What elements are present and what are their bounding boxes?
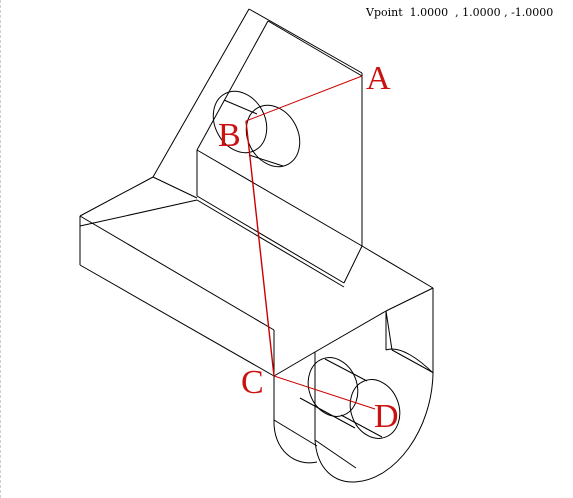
segment-c-d [273, 375, 376, 410]
point-label-b: B [218, 117, 241, 154]
point-label-c: C [241, 364, 264, 401]
part-wireframe [79, 8, 434, 483]
point-labels: A B C D [218, 60, 399, 435]
segment-a-b [245, 75, 363, 122]
point-label-d: D [374, 398, 399, 435]
boss-end [273, 310, 434, 483]
upright-plate [152, 8, 363, 288]
segment-b-c [245, 120, 275, 377]
measurement-path [245, 75, 376, 410]
plate-hole [212, 90, 301, 168]
horizontal-arm [79, 176, 434, 377]
vpoint-readout: Vpoint 1.0000 , 1.0000 , -1.0000 [366, 6, 554, 19]
point-label-a: A [366, 60, 391, 97]
viewport-left-border [0, 0, 2, 498]
